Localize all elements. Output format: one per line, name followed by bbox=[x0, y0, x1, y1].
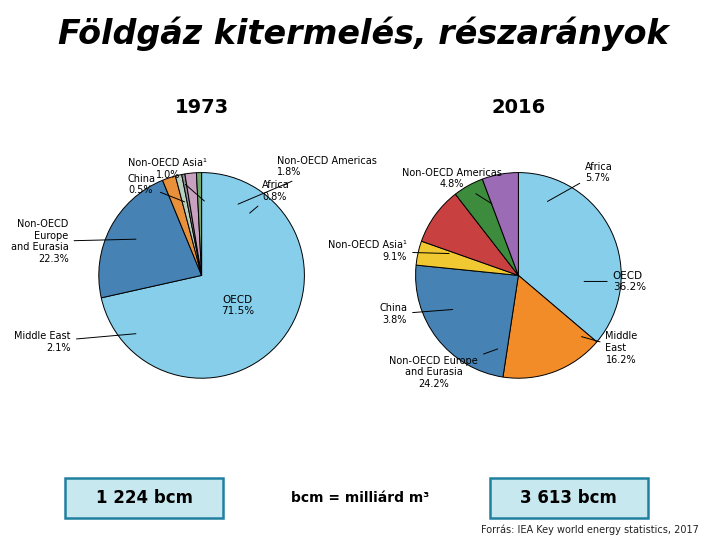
Text: Non-OECD
Europe
and Eurasia
22.3%: Non-OECD Europe and Eurasia 22.3% bbox=[11, 219, 136, 264]
Text: Non-OECD Asia¹
1.0%: Non-OECD Asia¹ 1.0% bbox=[128, 158, 207, 201]
Text: Middle
East
16.2%: Middle East 16.2% bbox=[582, 332, 638, 364]
Text: Middle East
2.1%: Middle East 2.1% bbox=[14, 331, 136, 353]
Wedge shape bbox=[518, 173, 621, 342]
Wedge shape bbox=[99, 180, 202, 298]
Wedge shape bbox=[185, 173, 202, 275]
Text: OECD
36.2%: OECD 36.2% bbox=[584, 271, 646, 292]
Wedge shape bbox=[503, 275, 597, 378]
Text: Non-OECD Americas
1.8%: Non-OECD Americas 1.8% bbox=[238, 156, 377, 204]
FancyBboxPatch shape bbox=[490, 478, 648, 518]
Text: bcm = milliárd m³: bcm = milliárd m³ bbox=[291, 491, 429, 505]
Wedge shape bbox=[197, 173, 202, 275]
Wedge shape bbox=[102, 173, 305, 378]
Text: Africa
5.7%: Africa 5.7% bbox=[547, 162, 613, 201]
Wedge shape bbox=[416, 241, 518, 275]
Text: Földgáz kitermelés, részarányok: Földgáz kitermelés, részarányok bbox=[58, 16, 668, 51]
Text: China
3.8%: China 3.8% bbox=[379, 303, 453, 325]
Text: OECD
71.5%: OECD 71.5% bbox=[221, 295, 254, 316]
Text: 1 224 bcm: 1 224 bcm bbox=[96, 489, 192, 507]
Text: Africa
0.8%: Africa 0.8% bbox=[250, 180, 290, 213]
Title: 2016: 2016 bbox=[491, 98, 546, 117]
Text: Non-OECD Europe
and Eurasia
24.2%: Non-OECD Europe and Eurasia 24.2% bbox=[390, 349, 498, 389]
FancyBboxPatch shape bbox=[65, 478, 223, 518]
Text: China
0.5%: China 0.5% bbox=[127, 174, 184, 202]
Text: Non-OECD Americas
4.8%: Non-OECD Americas 4.8% bbox=[402, 168, 502, 204]
Wedge shape bbox=[415, 265, 518, 377]
Wedge shape bbox=[482, 173, 518, 275]
Title: 1973: 1973 bbox=[174, 98, 229, 117]
Text: 3 613 bcm: 3 613 bcm bbox=[521, 489, 617, 507]
Wedge shape bbox=[176, 174, 202, 275]
Text: Forrás: IEA Key world energy statistics, 2017: Forrás: IEA Key world energy statistics,… bbox=[480, 524, 698, 535]
Wedge shape bbox=[421, 194, 518, 275]
Wedge shape bbox=[455, 179, 518, 275]
Wedge shape bbox=[163, 176, 202, 275]
Wedge shape bbox=[181, 174, 202, 275]
Text: Non-OECD Asia¹
9.1%: Non-OECD Asia¹ 9.1% bbox=[328, 240, 449, 262]
